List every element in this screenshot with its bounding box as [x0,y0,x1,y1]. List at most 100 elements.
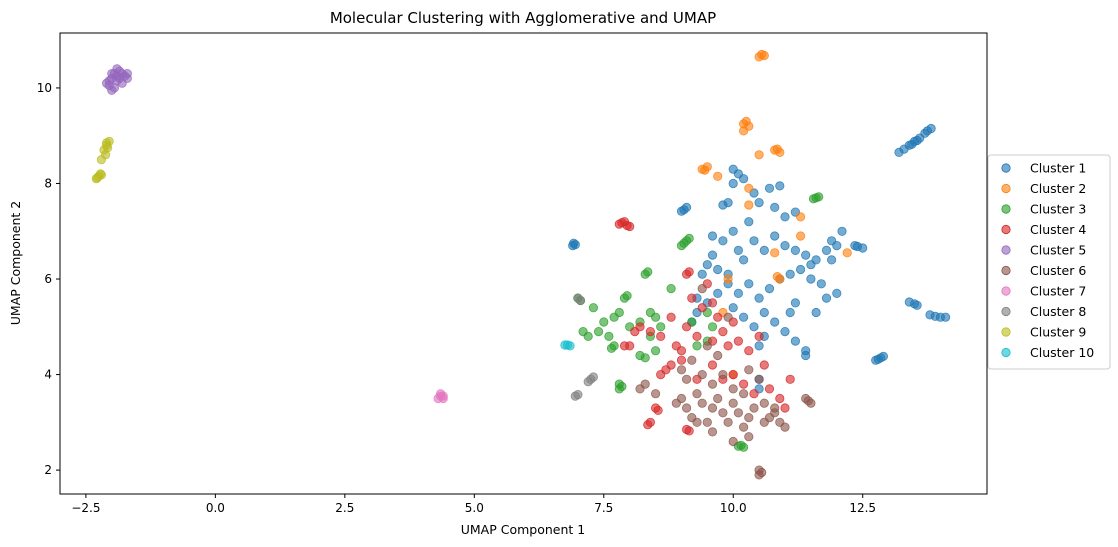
data-point-cluster-6 [770,403,780,413]
data-point-cluster-1 [697,269,707,279]
legend-label-cluster-9: Cluster 9 [1030,325,1086,340]
data-point-cluster-6 [718,369,728,380]
data-point-cluster-1 [749,322,759,332]
data-point-cluster-6 [713,350,723,361]
data-point-cluster-1 [764,283,775,294]
legend-label-cluster-8: Cluster 8 [1030,304,1086,319]
x-tick-label: 12.5 [849,501,876,515]
data-point-cluster-1 [806,260,816,270]
data-point-cluster-4 [723,341,733,351]
data-point-cluster-1 [832,288,842,298]
data-point-cluster-1 [713,288,723,298]
data-point-cluster-4 [645,417,656,427]
data-point-cluster-3 [643,267,653,277]
data-point-cluster-1 [775,181,785,191]
data-point-cluster-4 [653,405,663,415]
data-point-cluster-4 [785,374,795,384]
data-point-cluster-1 [770,231,780,241]
legend-marker-cluster-2 [1001,183,1011,194]
data-point-cluster-4 [666,312,676,322]
legend-marker-cluster-5 [1001,245,1011,255]
data-point-cluster-6 [681,374,692,384]
data-point-cluster-1 [728,226,738,236]
data-point-cluster-6 [707,403,718,413]
data-point-cluster-1 [676,206,687,216]
legend-box [987,154,1111,370]
data-point-cluster-1 [790,298,801,308]
data-point-cluster-2 [741,116,751,127]
data-point-cluster-2 [723,274,733,284]
data-point-cluster-1 [801,350,811,361]
data-point-cluster-1 [707,250,718,260]
legend-marker-cluster-1 [1001,163,1011,173]
data-point-cluster-3 [606,343,617,353]
data-point-cluster-1 [728,303,738,313]
data-point-cluster-1 [780,241,790,251]
data-point-cluster-6 [744,432,754,442]
data-point-cluster-1 [850,241,860,251]
data-point-cluster-1 [940,312,951,322]
data-point-cluster-1 [764,183,775,193]
data-point-cluster-3 [588,303,599,313]
data-point-cluster-1 [728,178,738,189]
data-point-cluster-6 [728,398,738,408]
data-point-cluster-4 [625,341,635,351]
data-point-cluster-1 [754,341,764,351]
y-tick-label: 4 [44,368,52,382]
data-point-cluster-4 [645,326,656,337]
legend-label-cluster-2: Cluster 2 [1030,181,1086,196]
data-point-cluster-1 [738,174,749,184]
data-point-cluster-6 [744,412,754,423]
data-point-cluster-1 [738,255,749,265]
legend-marker-cluster-4 [1001,224,1011,235]
data-point-cluster-1 [795,264,806,275]
data-point-cluster-1 [770,202,780,212]
data-point-cluster-6 [803,396,813,406]
data-point-cluster-9 [96,155,107,165]
data-point-cluster-6 [733,408,744,418]
legend-marker-cluster-10 [1001,347,1011,358]
data-point-cluster-1 [770,317,780,327]
points-layer [91,49,951,480]
data-point-cluster-6 [681,403,692,413]
data-point-cluster-6 [718,408,728,418]
chart-title: Molecular Clustering with Agglomerative … [330,9,716,27]
data-point-cluster-4 [738,379,749,389]
data-point-cluster-3 [656,322,666,332]
data-point-cluster-1 [907,139,917,149]
data-point-cluster-1 [912,300,922,310]
data-point-cluster-8 [586,374,596,384]
data-point-cluster-2 [744,183,754,193]
data-point-cluster-1 [702,260,712,270]
data-point-cluster-2 [795,231,806,241]
data-point-cluster-1 [801,250,811,260]
data-point-cluster-4 [744,346,754,356]
data-point-cluster-1 [816,279,826,289]
data-point-cluster-2 [754,150,764,160]
data-point-cluster-6 [744,365,754,375]
legend-label-cluster-10: Cluster 10 [1030,345,1094,360]
data-point-cluster-1 [821,245,832,255]
data-point-cluster-3 [679,238,689,248]
data-point-cluster-1 [754,293,764,303]
data-point-cluster-1 [759,245,769,255]
data-point-cluster-4 [728,369,738,380]
data-point-cluster-6 [707,427,718,437]
y-axis-ticks: 2 4 6 8 10 [37,81,60,477]
x-axis-ticks: −2.5 0.0 2.5 5.0 7.5 10.0 12.5 [71,494,876,515]
data-point-cluster-1 [733,288,744,298]
data-point-cluster-1 [790,336,801,346]
data-point-cluster-2 [759,50,769,61]
data-point-cluster-1 [713,264,723,275]
legend-label-cluster-1: Cluster 1 [1030,161,1086,176]
y-tick-label: 8 [44,176,52,190]
y-axis-label: UMAP Component 2 [8,201,23,326]
data-point-cluster-4 [684,267,694,277]
x-tick-label: 0.0 [206,501,225,515]
legend: Cluster 1 Cluster 2 Cluster 3 Cluster 4 Clus… [987,154,1111,370]
data-point-cluster-8 [573,389,583,400]
legend-marker-cluster-3 [1001,204,1011,214]
data-point-cluster-9 [102,140,112,150]
data-point-cluster-6 [650,389,661,399]
data-point-cluster-2 [713,171,723,181]
